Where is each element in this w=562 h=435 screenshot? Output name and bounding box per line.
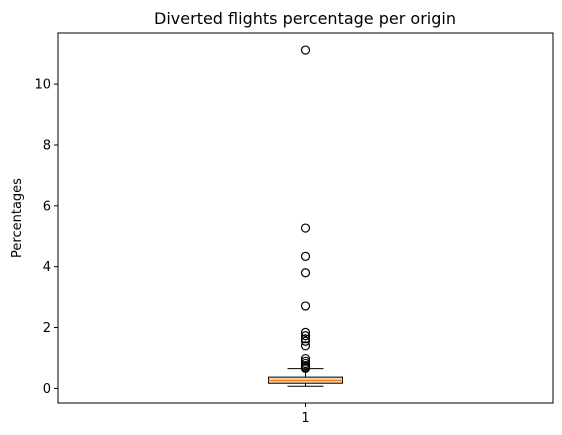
outliers-group	[300, 45, 311, 373]
y-tick-label: 2	[43, 321, 51, 336]
y-tick-label: 6	[43, 199, 51, 214]
outlier-point	[300, 336, 311, 346]
outlier-point	[300, 45, 311, 55]
y-tick-label: 10	[34, 78, 51, 93]
plot-area-frame	[57, 32, 554, 404]
outlier-point	[300, 223, 311, 233]
box-group	[268, 368, 343, 387]
outlier-point	[300, 331, 311, 341]
outlier-point	[300, 363, 311, 373]
outlier-point	[300, 301, 311, 311]
chart-title: Diverted flights percentage per origin	[154, 9, 456, 28]
y-tick-label: 4	[43, 260, 51, 275]
x-tick-label: 1	[301, 411, 309, 426]
y-tick-label: 8	[43, 138, 51, 153]
outlier-point	[300, 327, 311, 338]
outlier-point	[300, 334, 311, 344]
y-axis-label: Percentages	[10, 178, 25, 258]
y-tick-label: 0	[43, 382, 51, 397]
x-axis: 1	[301, 403, 310, 426]
outlier-point	[300, 341, 311, 351]
outlier-point	[300, 251, 311, 261]
y-axis: 0 2 4 6 8 10	[34, 78, 58, 397]
outlier-point	[300, 268, 311, 278]
